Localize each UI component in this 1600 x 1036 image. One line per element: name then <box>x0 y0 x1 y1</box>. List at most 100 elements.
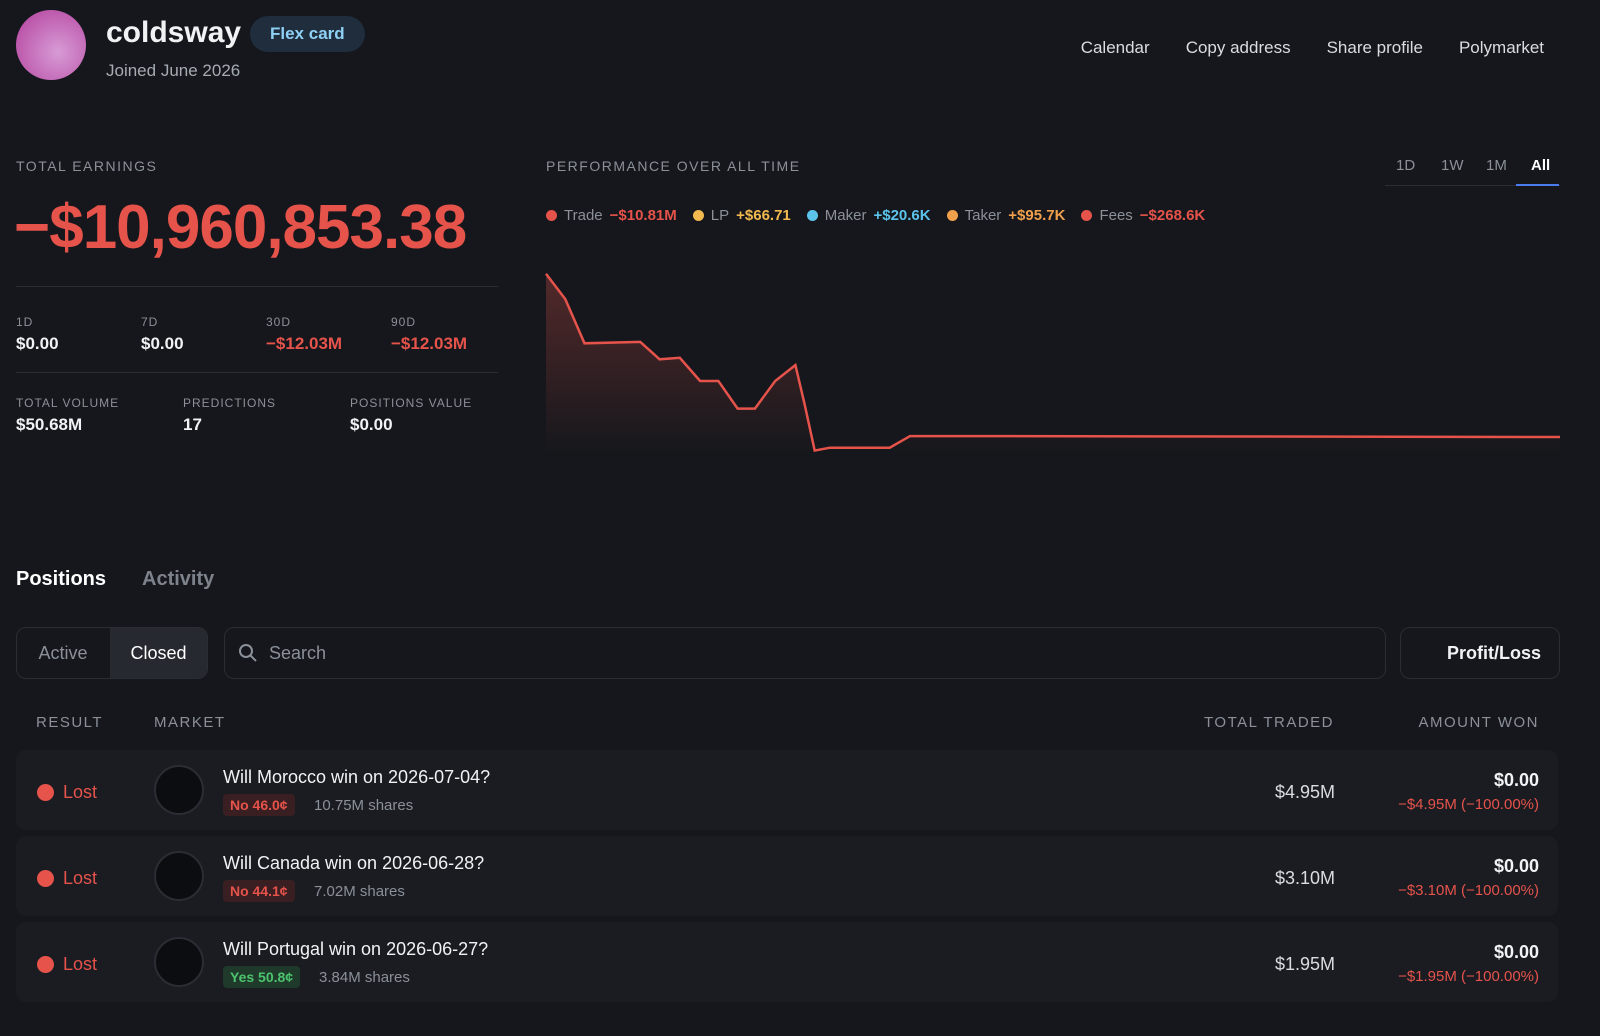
legend-value: −$268.6K <box>1139 207 1206 224</box>
area <box>546 273 1560 455</box>
flex-card-badge[interactable]: Flex card <box>250 16 365 52</box>
shares: 3.84M shares <box>319 969 410 986</box>
chart-title: PERFORMANCE OVER ALL TIME <box>546 158 801 174</box>
shares: 10.75M shares <box>314 797 414 814</box>
range-button[interactable]: 1W <box>1441 157 1464 174</box>
amount-won: $0.00 <box>1493 856 1539 876</box>
stat-value: $0.00 <box>350 415 393 434</box>
legend-dot <box>546 210 557 221</box>
earnings-label: TOTAL EARNINGS <box>16 158 158 174</box>
filter-group <box>16 627 208 679</box>
pnl-change: −$1.95M (−100.00%) <box>1398 968 1539 985</box>
username: coldsway <box>106 16 242 49</box>
legend-dot <box>946 210 958 221</box>
market-icon <box>154 851 204 901</box>
legend-value: +$95.7K <box>1008 207 1066 224</box>
sort-button[interactable]: Profit/Loss <box>1400 627 1560 679</box>
total-traded: $4.95M <box>1274 782 1335 802</box>
total-traded: $1.95M <box>1274 954 1335 974</box>
row <box>16 836 1558 916</box>
amount-won: $0.00 <box>1493 770 1539 790</box>
range-active <box>1516 184 1559 186</box>
chart <box>545 272 1561 455</box>
legend-item: Taker +$95.7K <box>946 207 1066 224</box>
period-label: 7D <box>141 315 159 329</box>
result: Lost <box>63 782 98 802</box>
filter-button[interactable]: Active <box>38 643 88 663</box>
period-value: $0.00 <box>141 334 184 353</box>
tab[interactable]: Positions <box>16 568 107 590</box>
legend-name: Taker <box>964 207 1002 224</box>
pnl-change: −$3.10M (−100.00%) <box>1398 882 1539 899</box>
legend-dot <box>1081 210 1093 221</box>
tab[interactable]: Activity <box>142 568 215 590</box>
lost-icon <box>37 870 54 887</box>
nav-link[interactable]: Calendar <box>1080 38 1150 57</box>
range-underline <box>1385 185 1560 186</box>
column-header: AMOUNT WON <box>1418 714 1539 731</box>
lost-icon <box>37 784 54 801</box>
stat-label: PREDICTIONS <box>183 396 277 410</box>
legend-value: +$20.6K <box>873 207 931 224</box>
stat-value: $50.68M <box>16 415 83 434</box>
legend-item: Maker +$20.6K <box>806 207 931 224</box>
pnl-change: −$4.95M (−100.00%) <box>1398 796 1539 813</box>
legend: Trade −$10.81M LP +$66.71 Maker +$20.6K Taker +… <box>546 207 1205 224</box>
legend-dot <box>806 210 818 221</box>
stat-value: 17 <box>183 415 202 434</box>
legend-name: Maker <box>824 207 867 224</box>
avatar <box>16 10 86 80</box>
legend-name: Trade <box>564 207 603 224</box>
outcome-badge: Yes 50.8¢ <box>223 966 301 988</box>
period-value: −$12.03M <box>391 334 468 353</box>
stat-label: POSITIONS VALUE <box>350 396 473 410</box>
stat-label: TOTAL VOLUME <box>16 396 120 410</box>
legend-value: +$66.71 <box>736 207 791 224</box>
row <box>16 922 1558 1002</box>
earnings-value: −$10,960,853.38 <box>14 193 467 262</box>
market-icon <box>154 765 204 815</box>
nav-link[interactable]: Polymarket <box>1458 38 1544 57</box>
range-button[interactable]: 1D <box>1396 157 1416 174</box>
search-placeholder: Search <box>269 643 327 663</box>
market-title: Will Portugal win on 2026-06-27? <box>223 939 489 959</box>
period-value: $0.00 <box>16 334 59 353</box>
divider <box>16 286 498 287</box>
shares: 7.02M shares <box>314 883 405 900</box>
nav-link[interactable]: Share profile <box>1326 38 1423 57</box>
result: Lost <box>63 868 98 888</box>
market-title: Will Morocco win on 2026-07-04? <box>223 767 491 787</box>
nav-link[interactable]: Copy address <box>1185 38 1291 57</box>
divider <box>16 372 498 373</box>
period-label: 1D <box>16 315 34 329</box>
amount-won: $0.00 <box>1493 942 1539 962</box>
legend-item: Fees −$268.6K <box>1081 207 1205 224</box>
search-icon <box>239 644 257 662</box>
period-value: −$12.03M <box>266 334 343 353</box>
legend-value: −$10.81M <box>609 207 677 224</box>
range-button[interactable]: 1M <box>1486 157 1507 174</box>
sort-label: Profit/Loss <box>1447 643 1542 663</box>
total-traded: $3.10M <box>1274 868 1335 888</box>
lost-icon <box>37 956 54 973</box>
period-label: 30D <box>266 315 292 329</box>
joined-date: Joined June 2026 <box>106 61 241 80</box>
nav: Calendar Copy address Share profile Polymar… <box>1081 38 1544 58</box>
filter-button[interactable]: Closed <box>110 628 207 678</box>
period-label: 90D <box>391 315 417 329</box>
outcome-badge: No 44.1¢ <box>223 880 295 902</box>
market-icon <box>154 937 204 987</box>
column-header: TOTAL TRADED <box>1204 714 1334 731</box>
column-header: RESULT <box>36 714 104 731</box>
outcome-badge: No 46.0¢ <box>223 794 295 816</box>
column-header: MARKET <box>154 714 226 731</box>
legend-name: Fees <box>1099 207 1133 224</box>
legend-item: LP +$66.71 <box>692 207 791 224</box>
search-box[interactable]: Search <box>224 627 1386 679</box>
range-button[interactable]: All <box>1531 157 1551 174</box>
legend-item: Trade −$10.81M <box>546 207 677 224</box>
market-title: Will Canada win on 2026-06-28? <box>223 853 485 873</box>
row <box>16 750 1558 830</box>
legend-name: LP <box>710 207 730 224</box>
